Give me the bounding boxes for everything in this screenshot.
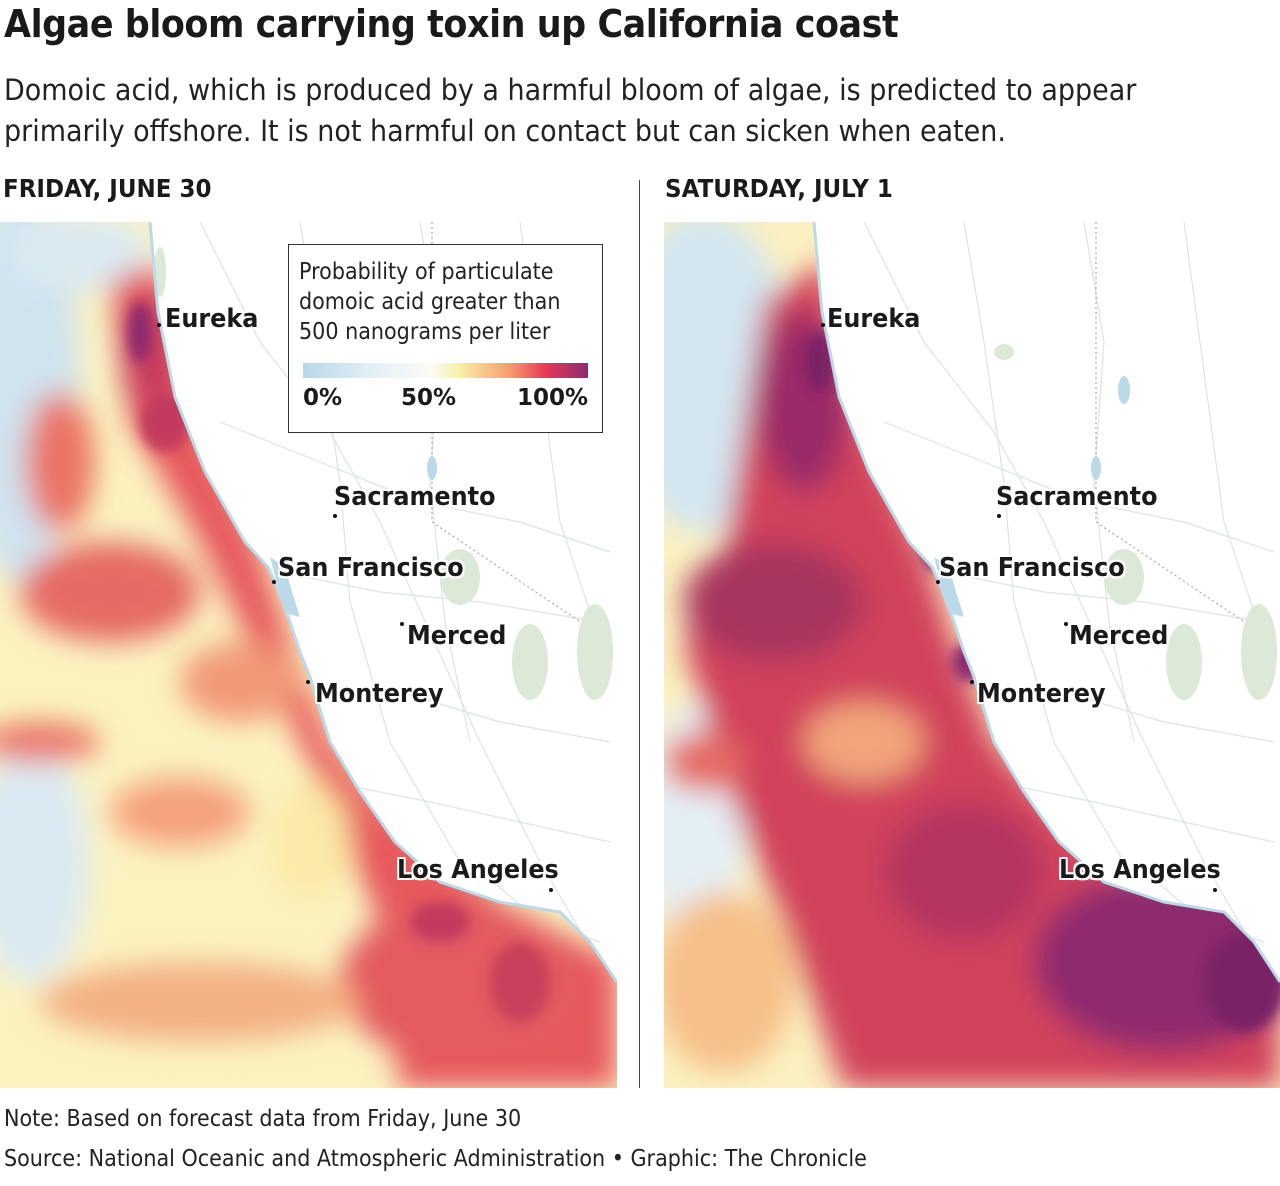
panel-divider <box>639 180 640 1088</box>
city-dot-sacramento <box>997 514 1001 518</box>
city-label-san-francisco: San Francisco <box>939 553 1125 583</box>
legend-tick-0: 0% <box>303 385 343 411</box>
city-label-merced: Merced <box>1069 621 1169 651</box>
city-label-eureka: Eureka <box>827 304 921 334</box>
city-dot-merced <box>1064 622 1068 626</box>
footer-source: Source: National Oceanic and Atmospheric… <box>4 1146 867 1172</box>
chart-subtitle: Domoic acid, which is produced by a harm… <box>4 73 1137 148</box>
color-legend: Probability of particulate domoic acid g… <box>288 244 603 433</box>
panel-label-saturday: SATURDAY, JULY 1 <box>665 174 893 203</box>
chart-title: Algae bloom carrying toxin up California… <box>4 2 899 46</box>
city-label-merced: Merced <box>407 621 507 651</box>
panel-label-friday: FRIDAY, JUNE 30 <box>3 174 212 203</box>
city-dot-los-angeles <box>549 888 553 892</box>
legend-title-line-2: domoic acid greater than <box>299 289 561 315</box>
city-label-monterey: Monterey <box>977 679 1106 709</box>
city-label-sacramento: Sacramento <box>996 482 1158 512</box>
city-label-los-angeles: Los Angeles <box>397 855 559 885</box>
city-label-monterey: Monterey <box>315 679 444 709</box>
city-dot-san-francisco <box>272 580 276 584</box>
footer-note: Note: Based on forecast data from Friday… <box>4 1106 522 1132</box>
city-dot-san-francisco <box>936 580 940 584</box>
city-dot-monterey <box>306 680 310 684</box>
city-label-sacramento: Sacramento <box>334 482 496 512</box>
legend-tick-50: 50% <box>401 385 457 411</box>
legend-title-line-3: 500 nanograms per liter <box>299 319 551 345</box>
city-dot-eureka <box>157 323 161 327</box>
heatmap-saturday <box>664 222 1280 1088</box>
city-label-los-angeles: Los Angeles <box>1059 855 1221 885</box>
legend-tick-100: 100% <box>516 385 588 411</box>
legend-ticks: 0% 50% 100% <box>303 385 588 413</box>
city-dot-los-angeles <box>1213 888 1217 892</box>
city-label-san-francisco: San Francisco <box>278 553 464 583</box>
legend-gradient-bar <box>303 363 588 378</box>
city-dot-eureka <box>821 323 825 327</box>
city-label-eureka: Eureka <box>165 304 259 334</box>
map-saturday: Eureka Sacramento San Francisco Merced M… <box>664 222 1280 1088</box>
city-dot-monterey <box>970 680 974 684</box>
city-dot-merced <box>400 622 404 626</box>
city-dot-sacramento <box>333 514 337 518</box>
legend-title-line-1: Probability of particulate <box>299 259 554 285</box>
